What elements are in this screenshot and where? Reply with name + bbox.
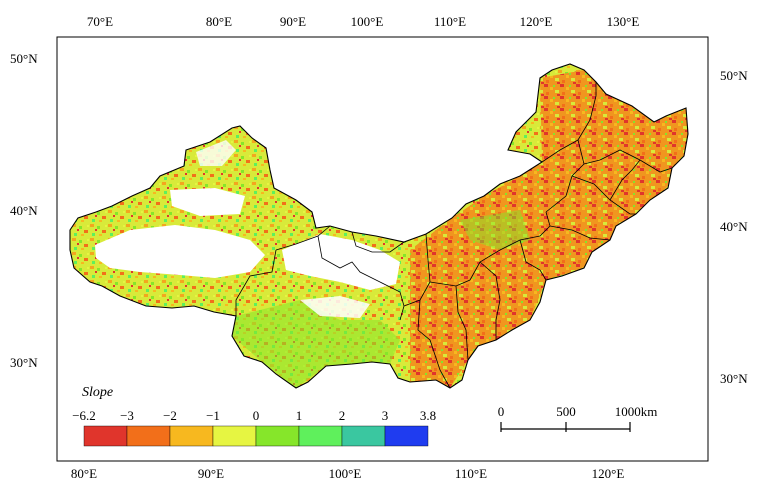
scale-bar: 0 500 1000km <box>498 404 658 432</box>
legend-swatch <box>83 425 128 447</box>
legend-swatch <box>126 425 171 447</box>
legend-break-label: 3.8 <box>420 408 436 423</box>
right-axis: 50°N 40°N 30°N <box>720 68 748 386</box>
top-tick-label: 120°E <box>520 14 553 29</box>
scale-label: 1000km <box>615 404 658 419</box>
right-tick-label: 30°N <box>720 371 748 386</box>
legend-break-label: −6.2 <box>72 408 96 423</box>
scale-label: 500 <box>556 404 576 419</box>
legend-break-label: 1 <box>296 408 303 423</box>
legend-swatch <box>341 425 386 447</box>
legend: Slope −6.2 −3 −2 −1 0 1 2 3 3.8 <box>72 385 436 447</box>
bottom-tick-label: 110°E <box>455 466 487 481</box>
top-axis: 70°E 80°E 90°E 100°E 110°E 120°E 130°E <box>87 14 639 29</box>
left-tick-label: 30°N <box>10 355 38 370</box>
legend-swatch <box>212 425 257 447</box>
legend-break-label: −2 <box>163 408 177 423</box>
left-axis: 50°N 40°N 30°N <box>10 51 38 370</box>
legend-break-label: −1 <box>206 408 220 423</box>
legend-swatch <box>255 425 300 447</box>
top-tick-label: 100°E <box>351 14 384 29</box>
top-tick-label: 80°E <box>206 14 232 29</box>
legend-swatch <box>384 425 429 447</box>
legend-color-bar <box>83 425 429 447</box>
legend-break-label: 3 <box>382 408 389 423</box>
legend-break-label: −3 <box>120 408 134 423</box>
left-tick-label: 40°N <box>10 203 38 218</box>
top-tick-label: 70°E <box>87 14 113 29</box>
bottom-axis: 80°E 90°E 100°E 110°E 120°E <box>71 466 624 481</box>
legend-swatch <box>169 425 214 447</box>
left-tick-label: 50°N <box>10 51 38 66</box>
right-tick-label: 50°N <box>720 68 748 83</box>
bottom-tick-label: 90°E <box>198 466 224 481</box>
top-tick-label: 90°E <box>280 14 306 29</box>
legend-break-label: 2 <box>339 408 346 423</box>
bottom-tick-label: 80°E <box>71 466 97 481</box>
bottom-tick-label: 100°E <box>329 466 362 481</box>
bottom-tick-label: 120°E <box>592 466 625 481</box>
legend-break-label: 0 <box>253 408 260 423</box>
legend-swatch <box>298 425 343 447</box>
right-tick-label: 40°N <box>720 219 748 234</box>
province-boundaries <box>235 82 673 389</box>
legend-title: Slope <box>82 385 113 400</box>
top-tick-label: 110°E <box>434 14 466 29</box>
top-tick-label: 130°E <box>607 14 640 29</box>
scale-label: 0 <box>498 404 505 419</box>
